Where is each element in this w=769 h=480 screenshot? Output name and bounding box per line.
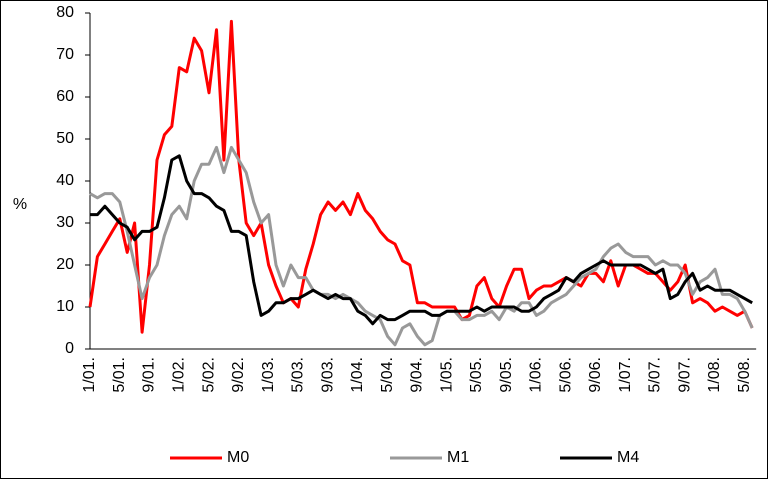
y-tick-label: 50	[56, 130, 74, 147]
x-tick-label: 1/01.	[81, 357, 98, 393]
legend-label: M1	[447, 449, 469, 466]
x-tick-label: 1/08.	[706, 357, 723, 393]
x-tick-label: 9/01.	[141, 357, 158, 393]
series-line	[89, 145, 754, 347]
x-tick-label: 1/02.	[170, 357, 187, 393]
x-tick-label: 5/06.	[557, 357, 574, 393]
y-tick-label: 80	[56, 4, 74, 21]
series-line	[88, 19, 754, 334]
x-tick-label: 5/02.	[200, 357, 217, 393]
x-tick-label: 1/07.	[617, 357, 634, 393]
x-tick-label: 1/04.	[349, 357, 366, 393]
y-tick-label: 10	[56, 298, 74, 315]
x-tick-label: 1/03.	[260, 357, 277, 393]
x-tick-label: 1/05.	[438, 357, 455, 393]
legend-label: M0	[227, 449, 249, 466]
y-tick-label: 40	[56, 172, 74, 189]
x-tick-label: 1/06.	[528, 357, 545, 393]
y-axis-label: %	[13, 196, 27, 213]
x-tick-label: 5/04.	[379, 357, 396, 393]
x-tick-label: 9/07.	[676, 357, 693, 393]
x-tick-label: 5/03.	[290, 357, 307, 393]
y-tick-label: 20	[56, 256, 74, 273]
y-tick-label: 60	[56, 88, 74, 105]
x-tick-label: 9/03.	[319, 357, 336, 393]
y-tick-label: 70	[56, 46, 74, 63]
x-tick-label: 9/04.	[409, 357, 426, 393]
y-tick-label: 30	[56, 214, 74, 231]
x-tick-label: 9/05.	[498, 357, 515, 393]
series-line	[90, 154, 753, 326]
x-tick-label: 9/06.	[587, 357, 604, 393]
x-tick-label: 5/07.	[647, 357, 664, 393]
x-tick-label: 5/08.	[736, 357, 753, 393]
x-tick-label: 5/05.	[468, 357, 485, 393]
legend-label: M4	[617, 449, 639, 466]
x-tick-label: 9/02.	[230, 357, 247, 393]
x-tick-label: 5/01.	[111, 357, 128, 393]
y-tick-label: 0	[65, 340, 74, 357]
